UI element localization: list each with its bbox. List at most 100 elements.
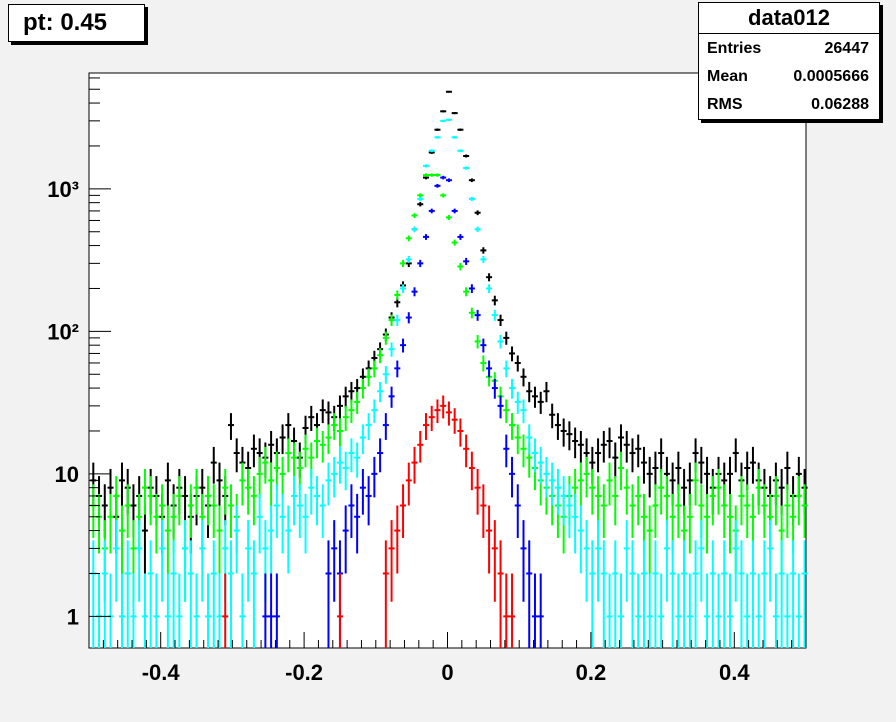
data-point [256,493,263,554]
data-point [440,110,447,113]
data-point [732,438,739,473]
data-point [359,424,366,455]
y-tick-label: 1 [67,604,79,629]
data-point [577,462,584,506]
data-point [692,462,699,506]
data-point [227,484,234,538]
data-point [113,520,120,602]
data-point [698,520,705,602]
data-point [445,178,452,183]
data-point [474,335,481,349]
stats-value: 0.0005666 [793,68,869,85]
data-point [503,399,510,424]
axes: -0.4 -0.2 0 0.2 0.4 1 10 10² 10³ [47,77,807,685]
stats-box: data012 Entries 26447 Mean 0.0005666 RMS… [698,2,880,120]
data-point [646,573,653,648]
data-point [503,434,510,468]
data-point [342,386,349,408]
stats-label: RMS [707,96,743,113]
data-point [537,391,544,414]
data-point [394,314,401,327]
data-point [772,573,779,648]
data-point [497,395,504,419]
data-point [405,312,412,324]
data-point [612,540,619,648]
data-point [663,520,670,602]
data-point [314,427,321,459]
x-tick-label: -0.2 [285,660,323,685]
data-point [445,118,452,121]
data-point [388,520,395,602]
data-point [279,456,286,498]
data-point [365,368,372,387]
data-point [268,573,275,648]
stats-label: Mean [707,68,748,85]
data-point [262,573,269,648]
data-point [205,573,212,648]
stats-row-mean: Mean 0.0005666 [699,62,879,90]
data-point [531,386,538,408]
data-point [325,540,332,648]
data-point [486,505,493,574]
data-point [623,520,630,602]
data-point [537,446,544,484]
data-point [526,540,533,648]
data-point [595,476,602,526]
data-point [239,573,246,648]
data-point [405,462,412,506]
data-point [176,573,183,648]
data-point [331,456,338,498]
data-point [749,446,756,484]
data-point [336,573,343,648]
data-point [371,399,378,424]
data-point [199,520,206,602]
data-point [411,226,418,233]
data-point [715,468,722,515]
series-2 [90,118,808,648]
data-point [428,208,435,214]
data-point [474,226,481,233]
data-point [216,573,223,648]
data-point [428,173,435,177]
data-point [325,424,332,455]
data-point [233,438,240,473]
data-point [434,399,441,424]
stats-value: 0.06288 [811,96,869,113]
data-point [417,193,424,198]
data-point [291,442,298,478]
data-point [468,451,475,491]
data-point [417,202,424,207]
data-point [618,573,625,648]
data-point [589,468,596,515]
data-point [365,476,372,526]
data-point [331,413,338,440]
data-point [531,438,538,473]
data-point [268,430,275,463]
data-point [767,520,774,602]
data-point [749,540,756,648]
data-point [107,493,114,554]
data-point [164,573,171,648]
data-point [704,493,711,554]
data-point [549,462,556,506]
data-point [497,540,504,648]
data-point [205,476,212,526]
data-point [445,401,452,426]
data-point [595,520,602,602]
data-point [761,540,768,648]
data-point [709,540,716,648]
data-point [400,259,407,268]
data-point [629,438,636,473]
data-point [646,505,653,574]
data-point [514,355,521,372]
data-point [377,438,384,473]
data-point [543,381,550,403]
data-point [704,456,711,498]
data-point [457,262,464,271]
data-point [554,468,561,515]
data-point [583,520,590,602]
data-point [331,520,338,602]
data-point [457,128,464,131]
data-point [388,342,395,357]
